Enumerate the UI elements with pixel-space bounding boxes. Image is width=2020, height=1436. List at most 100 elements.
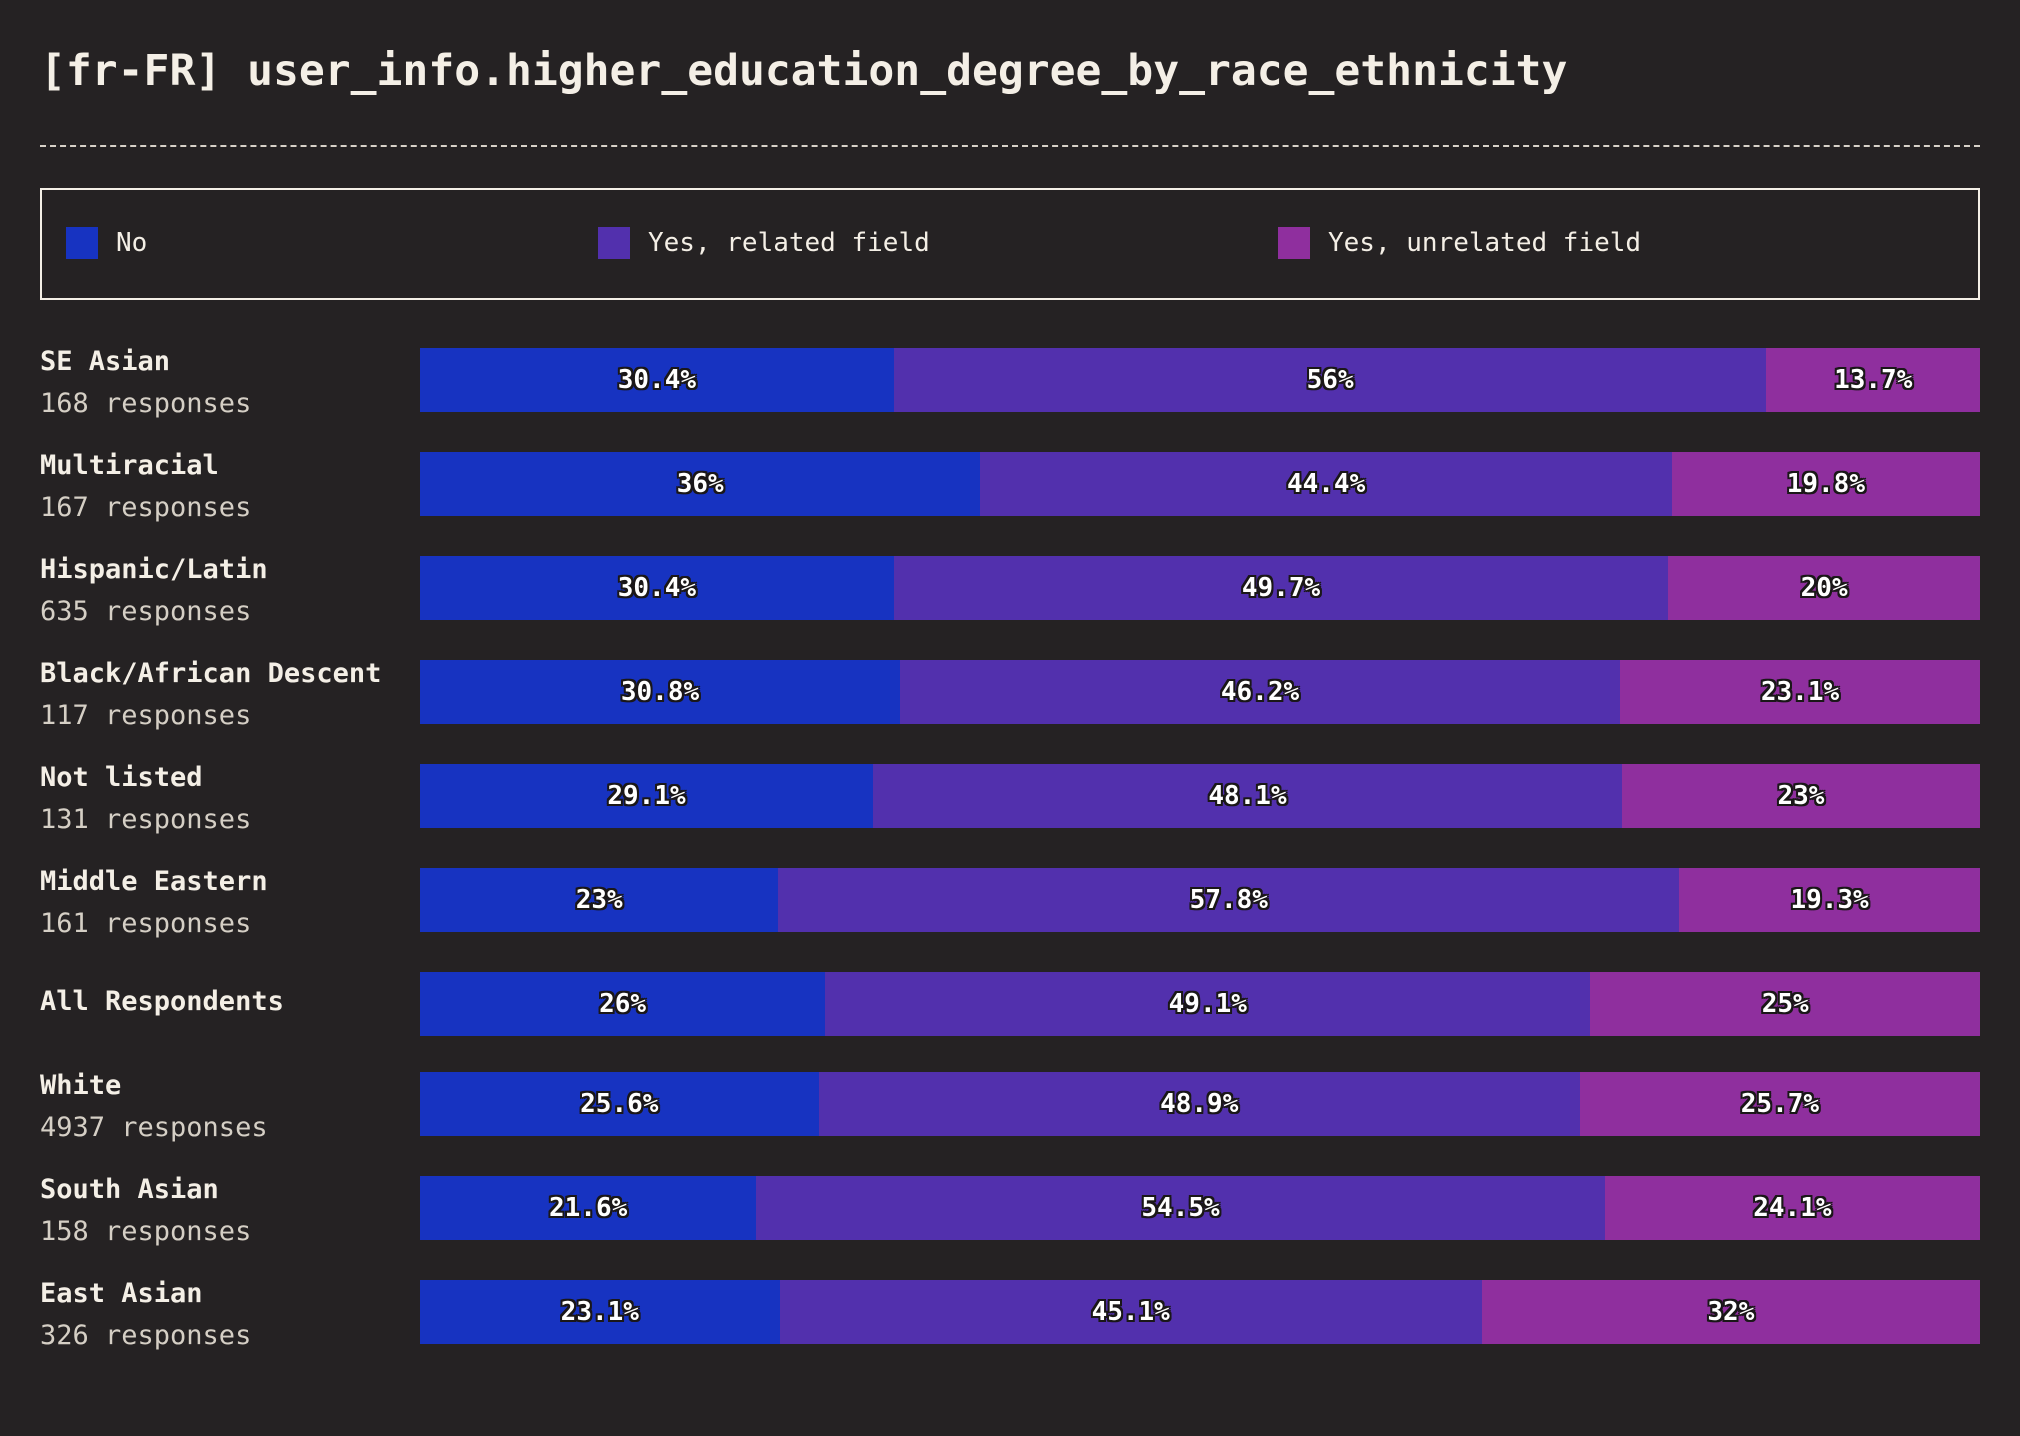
bar-value-label: 19.8% [1786,469,1865,499]
row-category-label: Hispanic/Latin [40,554,268,585]
stacked-bar: 30.4% 49.7% 20% [420,556,1980,620]
bar-segment-yes-unrelated: 24.1% [1604,1176,1980,1240]
bar-value-label: 23.1% [560,1297,639,1327]
bar-value-label: 21.6% [549,1193,628,1223]
bar-segment-yes-unrelated: 25.7% [1579,1072,1980,1136]
bar-value-label: 36% [676,469,724,499]
bar-value-label: 25.6% [580,1089,659,1119]
bar-segment-yes-related: 57.8% [778,868,1680,932]
chart-row: Middle Eastern 161 responses 23% 57.8% 19.3% [0,0,2020,939]
bar-value-label: 48.1% [1208,781,1287,811]
bar-segment-yes-related: 46.2% [900,660,1620,724]
row-category-label: SE Asian [40,346,171,377]
chart-row: Black/African Descent 117 responses 30.8% 4… [0,0,2020,731]
bar-segment-yes-related: 54.5% [756,1176,1605,1240]
legend-item-yes-related: Yes, related field [598,226,930,260]
chart-row: Multiracial 167 responses 36% 44.4% 19.8% [0,0,2020,523]
bar-value-label: 49.7% [1241,573,1321,603]
title-divider [40,145,1980,147]
row-category-label: Black/African Descent [40,658,382,689]
legend-label-yes-unrelated: Yes, unrelated field [1328,228,1642,258]
bar-segment-yes-unrelated: 20% [1668,556,1980,620]
stacked-bar: 23% 57.8% 19.3% [420,868,1980,932]
row-response-count: 326 responses [40,1320,252,1351]
bar-segment-yes-related: 49.1% [825,972,1591,1036]
chart-row: East Asian 326 responses 23.1% 45.1% 32% [0,0,2020,1351]
bar-segment-no: 30.4% [420,348,894,412]
bar-value-label: 32% [1707,1297,1755,1327]
legend-swatch-yes-unrelated [1278,227,1310,259]
legend: No Yes, related field Yes, unrelated fie… [40,188,1980,300]
bar-value-label: 26% [599,989,647,1019]
bar-segment-yes-unrelated: 19.3% [1679,868,1980,932]
row-response-count: 158 responses [40,1216,252,1247]
legend-item-no: No [66,226,147,260]
legend-item-yes-unrelated: Yes, unrelated field [1278,226,1641,260]
bar-value-label: 23% [575,885,623,915]
bar-segment-no: 23.1% [420,1280,780,1344]
row-category-label: East Asian [40,1278,203,1309]
row-response-count: 4937 responses [40,1112,268,1143]
stacked-bar: 21.6% 54.5% 24.1% [420,1176,1980,1240]
row-response-count: 635 responses [40,596,252,627]
row-category-label: Not listed [40,762,203,793]
row-response-count: 117 responses [40,700,252,731]
row-response-count: 168 responses [40,388,252,419]
bar-segment-no: 29.1% [420,764,874,828]
row-category-label: South Asian [40,1174,219,1205]
row-response-count: 161 responses [40,908,252,939]
bar-value-label: 49.1% [1168,989,1247,1019]
bar-segment-yes-unrelated: 32% [1481,1280,1980,1344]
bar-segment-yes-unrelated: 25% [1590,972,1980,1036]
bar-value-label: 30.8% [620,677,700,707]
bar-segment-yes-related: 48.1% [873,764,1622,828]
stacked-bar: 23.1% 45.1% 32% [420,1280,1980,1344]
bar-segment-yes-related: 45.1% [779,1280,1482,1344]
bar-segment-yes-unrelated: 13.7% [1766,348,1980,412]
chart-title: [fr-FR] user_info.higher_education_degre… [40,46,1568,96]
bar-value-label: 30.4% [617,573,697,603]
bar-segment-yes-related: 48.9% [818,1072,1580,1136]
chart-row: SE Asian 168 responses 30.4% 56% 13.7% [0,0,2020,419]
bar-value-label: 13.7% [1834,365,1913,395]
row-category-label: All Respondents [40,986,284,1017]
bar-value-label: 44.4% [1286,469,1366,499]
chart-row: White 4937 responses 25.6% 48.9% 25.7% [0,0,2020,1143]
legend-swatch-no [66,227,98,259]
bar-segment-no: 36% [420,452,981,516]
bar-segment-no: 30.8% [420,660,900,724]
stacked-bar: 30.4% 56% 13.7% [420,348,1980,412]
legend-swatch-yes-related [598,227,630,259]
chart-row: Hispanic/Latin 635 responses 30.4% 49.7% 20% [0,0,2020,627]
bar-segment-no: 25.6% [420,1072,819,1136]
chart-row: South Asian 158 responses 21.6% 54.5% 24.1% [0,0,2020,1247]
bar-segment-yes-unrelated: 23% [1621,764,1980,828]
bar-value-label: 24.1% [1753,1193,1832,1223]
bar-segment-no: 26% [420,972,826,1036]
bar-value-label: 57.8% [1189,885,1268,915]
bar-value-label: 45.1% [1091,1297,1170,1327]
bar-segment-no: 23% [420,868,779,932]
stacked-bar: 30.8% 46.2% 23.1% [420,660,1980,724]
row-category-label: White [40,1070,122,1101]
row-category-label: Middle Eastern [40,866,268,897]
bar-value-label: 54.5% [1141,1193,1220,1223]
bar-segment-yes-related: 44.4% [980,452,1672,516]
bar-value-label: 19.3% [1790,885,1869,915]
bar-segment-yes-unrelated: 23.1% [1620,660,1980,724]
chart-row: Not listed 131 responses 29.1% 48.1% 23% [0,0,2020,835]
bar-value-label: 23.1% [1760,677,1840,707]
row-category-label: Multiracial [40,450,219,481]
bar-value-label: 46.2% [1220,677,1300,707]
bar-value-label: 20% [1800,573,1848,603]
row-response-count: 131 responses [40,804,252,835]
bar-value-label: 23% [1777,781,1825,811]
legend-label-no: No [116,228,148,258]
bar-value-label: 25.7% [1740,1089,1820,1119]
chart-row: All Respondents 26% 49.1% 25% [0,0,2020,1036]
bar-value-label: 56% [1306,365,1354,395]
bar-value-label: 48.9% [1160,1089,1239,1119]
stacked-bar: 25.6% 48.9% 25.7% [420,1072,1980,1136]
row-response-count: 167 responses [40,492,252,523]
bar-segment-no: 30.4% [420,556,894,620]
